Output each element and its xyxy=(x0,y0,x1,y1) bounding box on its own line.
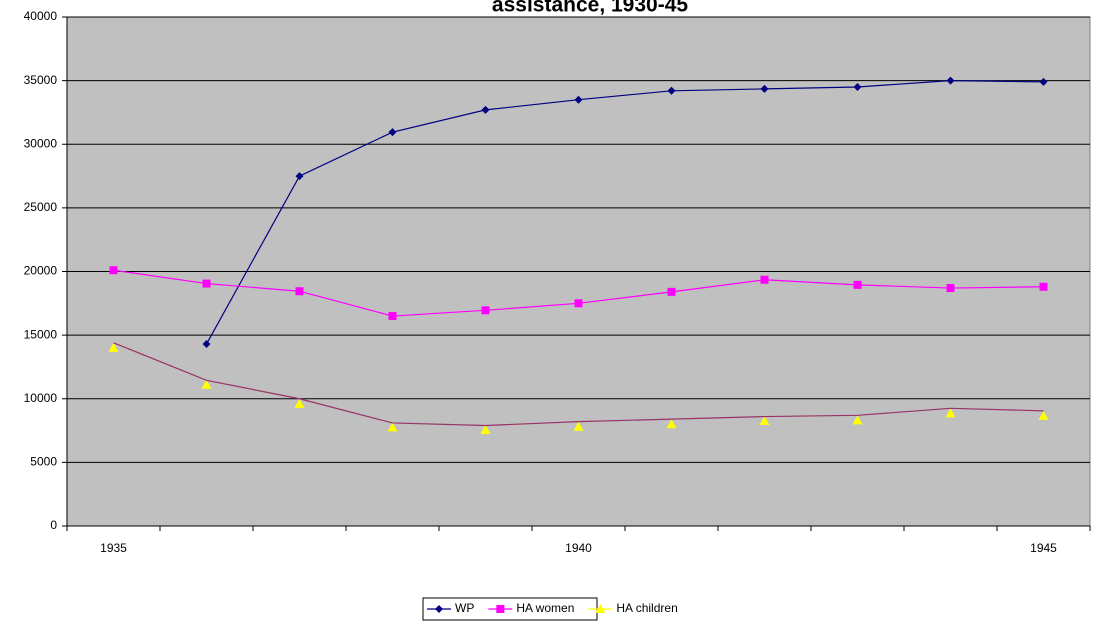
marker xyxy=(387,422,398,432)
marker xyxy=(1038,410,1049,420)
marker xyxy=(295,172,304,181)
marker xyxy=(760,275,769,284)
marker xyxy=(108,342,119,352)
marker xyxy=(946,284,955,293)
y-tick-label: 10000 xyxy=(24,391,58,405)
marker xyxy=(667,287,676,296)
x-tick-label: 1945 xyxy=(1030,541,1057,555)
marker xyxy=(574,299,583,308)
marker xyxy=(667,86,676,95)
marker xyxy=(853,82,862,91)
chart-title: assistance, 1930-45 xyxy=(492,0,688,17)
marker xyxy=(480,424,491,434)
y-tick-label: 5000 xyxy=(30,455,57,469)
marker xyxy=(295,287,304,296)
marker xyxy=(388,312,397,321)
y-tick-label: 35000 xyxy=(24,73,58,87)
marker xyxy=(202,340,211,349)
marker xyxy=(388,128,397,137)
marker xyxy=(852,415,863,425)
legend: WP HA women HA children xyxy=(422,597,678,621)
y-tick-label: 20000 xyxy=(24,264,58,278)
marker xyxy=(760,84,769,93)
y-tick-label: 0 xyxy=(50,518,57,532)
y-tick-label: 30000 xyxy=(24,136,58,150)
marker xyxy=(481,306,490,315)
y-tick-label: 40000 xyxy=(24,9,58,23)
marker xyxy=(201,379,212,389)
series-line xyxy=(205,80,1044,345)
marker xyxy=(666,419,677,429)
marker xyxy=(1039,77,1048,86)
series-line xyxy=(113,342,1044,427)
marker xyxy=(853,280,862,289)
y-tick-label: 25000 xyxy=(24,200,58,214)
marker xyxy=(202,279,211,288)
legend-label: HA women xyxy=(516,601,574,615)
y-tick-label: 15000 xyxy=(24,327,58,341)
marker xyxy=(945,408,956,418)
marker xyxy=(574,95,583,104)
marker xyxy=(435,605,443,613)
legend-label: WP xyxy=(455,601,474,615)
marker xyxy=(481,105,490,114)
marker xyxy=(294,398,305,408)
marker xyxy=(496,605,505,613)
marker xyxy=(109,266,118,275)
x-tick-label: 1940 xyxy=(565,541,592,555)
marker xyxy=(573,421,584,431)
x-tick-label: 1935 xyxy=(100,541,127,555)
legend-label: HA children xyxy=(616,601,677,615)
marker xyxy=(595,604,606,613)
marker xyxy=(759,416,770,426)
marker xyxy=(946,76,955,85)
marker xyxy=(1039,282,1048,291)
